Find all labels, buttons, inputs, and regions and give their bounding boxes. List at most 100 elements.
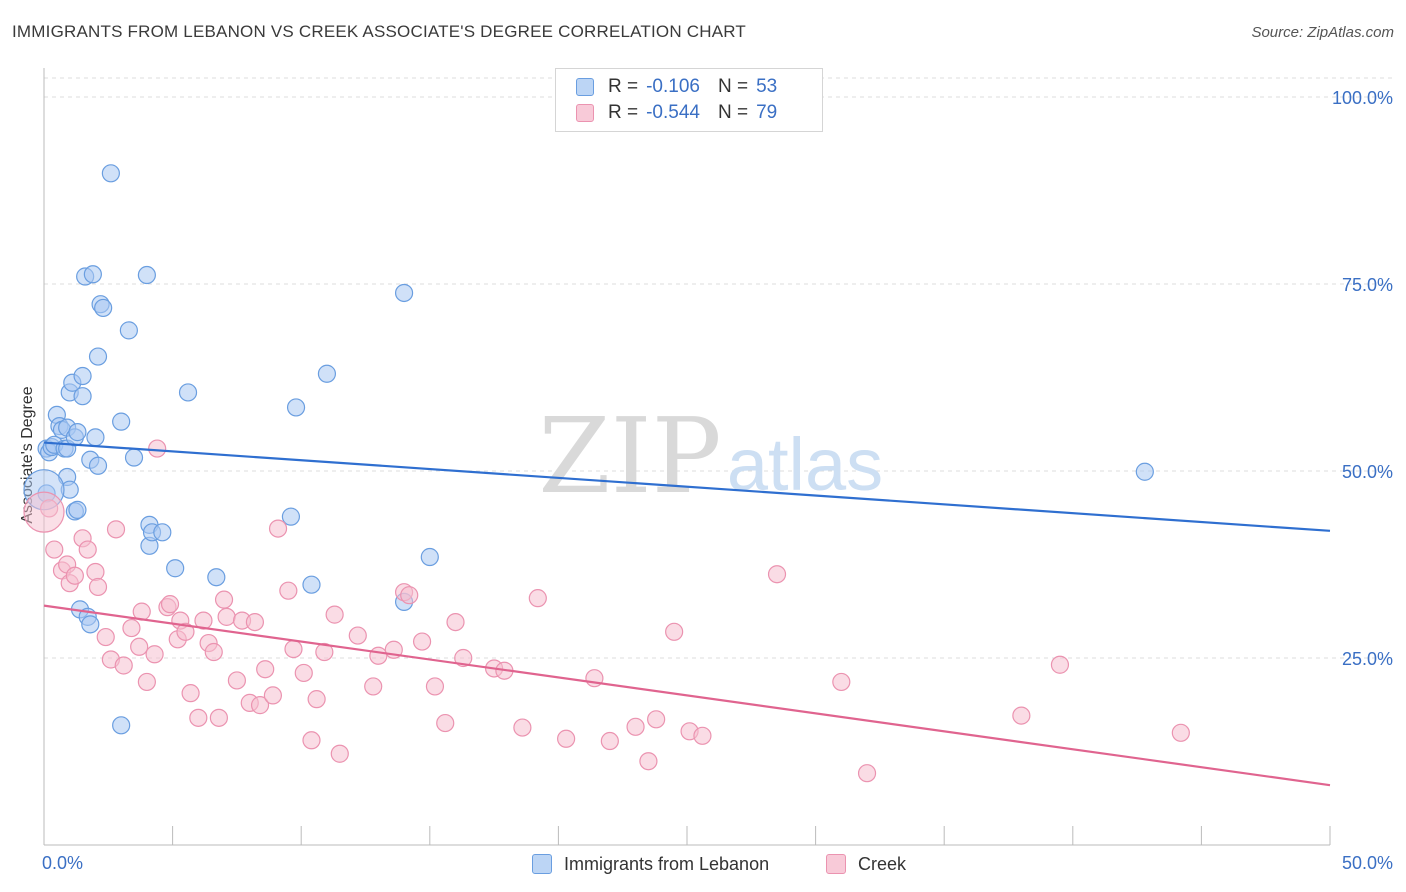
creek-point: [454, 648, 473, 668]
chart-title: IMMIGRANTS FROM LEBANON VS CREEK ASSOCIA…: [12, 22, 746, 41]
creek-point: [250, 696, 270, 715]
creek-point: [315, 642, 334, 662]
lebanon-point: [112, 412, 131, 431]
creek-point: [307, 690, 326, 709]
creek-point: [217, 607, 236, 626]
lebanon-point: [178, 383, 198, 402]
creek-point: [65, 566, 84, 585]
creek-point: [364, 677, 383, 696]
creek-point: [446, 612, 465, 632]
legend-row-lebanon: R = -0.106 N = 53: [576, 74, 795, 100]
creek-point: [189, 708, 208, 727]
trend-lines: [43, 441, 1331, 787]
creek-point: [369, 646, 388, 665]
creek-point: [176, 622, 195, 641]
creek-point: [122, 618, 141, 638]
creek-point: [114, 656, 133, 675]
legend-n-value: 79: [756, 102, 778, 123]
lebanon-point: [153, 523, 172, 542]
lebanon-point: [286, 398, 306, 417]
creek-point: [86, 562, 105, 582]
creek-point: [148, 439, 167, 458]
creek-point: [693, 726, 712, 745]
creek-point: [639, 752, 658, 771]
creek-point: [78, 540, 97, 559]
lebanon-point: [394, 283, 414, 303]
trend-line-lebanon: [43, 441, 1331, 532]
creek-point: [425, 677, 445, 696]
creek-point: [1050, 655, 1070, 674]
creek-point: [348, 626, 367, 645]
creek-point: [88, 577, 108, 597]
creek-point: [45, 540, 64, 559]
creek-point: [137, 672, 156, 692]
x-tick-label: 50.0%: [1342, 853, 1393, 873]
legend-r-value: -0.544: [646, 102, 700, 123]
creek-point: [194, 611, 213, 630]
lebanon-point: [207, 568, 226, 587]
lebanon-point: [68, 423, 87, 442]
legend-n-label: N =: [717, 102, 749, 123]
creek-point: [513, 718, 532, 737]
bottom-legend-swatch-pink: [826, 854, 846, 874]
creek-point: [279, 581, 298, 600]
bottom-legend-creek: Creek: [826, 852, 906, 876]
lebanon-point: [86, 428, 105, 447]
lebanon-point: [317, 364, 337, 383]
lebanon-point: [81, 615, 100, 634]
lebanon-point: [101, 164, 120, 183]
creek-point: [436, 713, 455, 733]
creek-point: [96, 627, 115, 647]
grid-lines: [44, 77, 1392, 659]
lebanon-point: [83, 265, 102, 284]
creek-point: [160, 595, 180, 614]
creek-point: [857, 764, 877, 783]
lebanon-point: [112, 716, 131, 735]
creek-point: [767, 565, 787, 584]
legend-row-creek: R = -0.544 N = 79: [576, 100, 795, 126]
lebanon-point: [119, 321, 138, 340]
y-tick-label: 75.0%: [1342, 275, 1393, 295]
watermark: ZIP atlas: [538, 395, 883, 517]
legend-n-value: 53: [756, 76, 778, 97]
bottom-legend-swatch-blue: [532, 854, 552, 874]
y-tick-label: 25.0%: [1342, 649, 1393, 669]
watermark-atlas: atlas: [727, 423, 883, 506]
legend-swatch-pink: [576, 104, 594, 122]
legend-swatch-blue: [576, 78, 594, 96]
lebanon-point: [124, 448, 144, 467]
creek-point: [1171, 723, 1190, 742]
creek-point: [528, 589, 547, 608]
creek-point: [256, 660, 275, 679]
lebanon-point: [166, 559, 185, 578]
legend-r-label: R =: [608, 76, 639, 97]
lebanon-point: [420, 547, 439, 567]
correlation-legend: R = -0.106 N = 53 R = -0.544 N = 79: [555, 68, 823, 132]
creek-point: [832, 672, 851, 692]
creek-point: [284, 639, 303, 659]
creek-point: [263, 686, 283, 705]
bottom-legend-label: Creek: [858, 853, 907, 874]
creek-point-large: [23, 491, 65, 533]
creek-point: [181, 684, 200, 703]
lebanon-point: [281, 507, 301, 526]
creek-point: [400, 586, 419, 605]
creek-point: [268, 519, 288, 538]
lebanon-point: [88, 456, 108, 475]
y-tick-label: 100.0%: [1332, 88, 1393, 108]
creek-point: [130, 637, 149, 656]
source-label: Source: ZipAtlas.com: [1251, 24, 1394, 41]
creek-point: [1012, 706, 1031, 725]
creek-point: [412, 632, 432, 651]
creek-point: [647, 710, 666, 729]
creek-point: [626, 717, 645, 736]
x-tick-label: 0.0%: [42, 853, 83, 873]
lebanon-point: [73, 366, 92, 386]
creek-point: [145, 645, 164, 664]
bottom-legend-label: Immigrants from Lebanon: [564, 853, 770, 874]
creek-point: [214, 590, 234, 609]
bottom-legend-lebanon: Immigrants from Lebanon: [532, 852, 769, 876]
legend-n-label: N =: [717, 76, 749, 97]
lebanon-point: [302, 575, 321, 594]
